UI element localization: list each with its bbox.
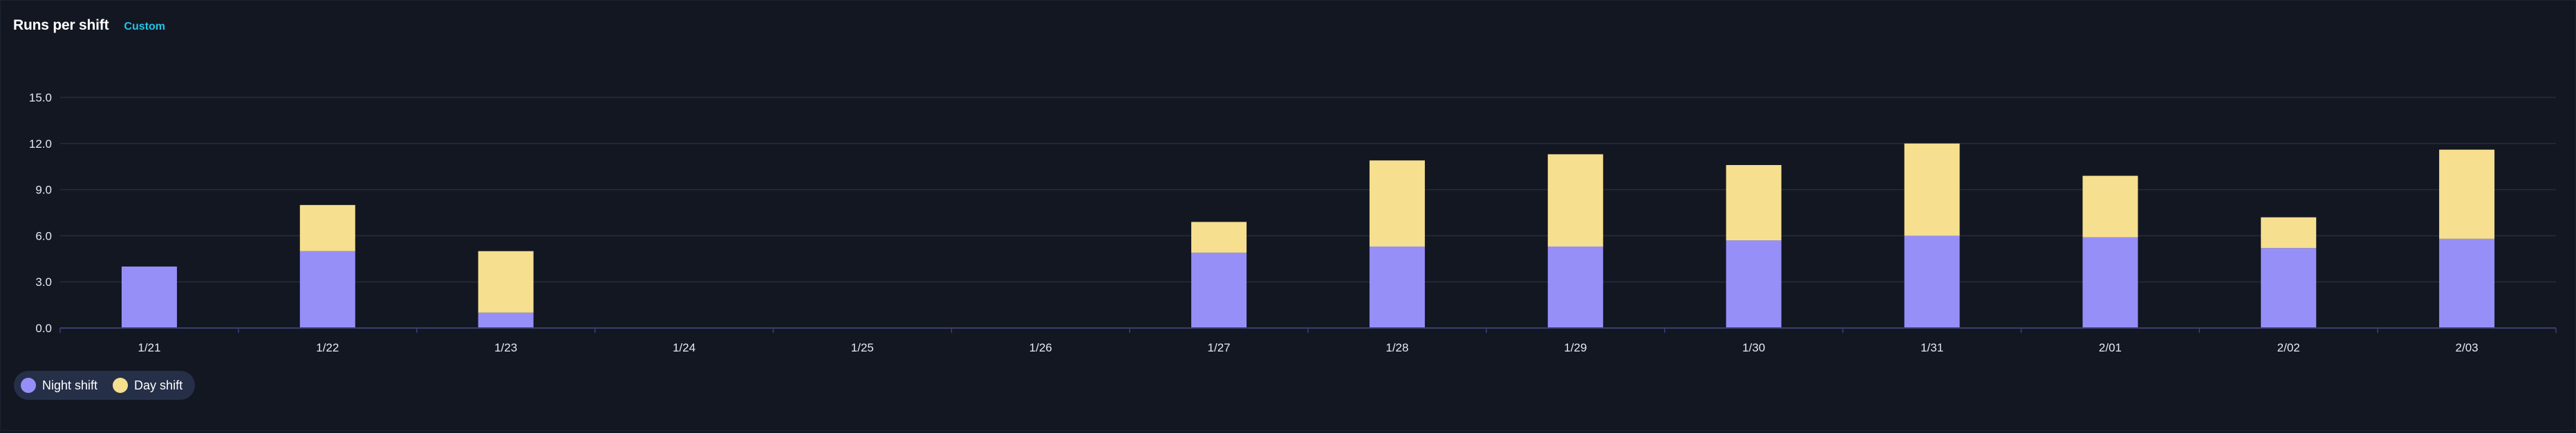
x-axis: [59, 327, 2557, 333]
y-tick-label: 0.0: [35, 322, 52, 335]
custom-badge[interactable]: Custom: [124, 21, 165, 32]
x-tick-label: 1/25: [851, 341, 874, 354]
bar-night-shift[interactable]: [2261, 248, 2317, 328]
legend-label-day-shift: Day shift: [134, 378, 183, 392]
y-tick-label: 15.0: [29, 91, 52, 104]
bar-night-shift[interactable]: [1726, 240, 1782, 328]
bar-day-shift[interactable]: [1726, 164, 1782, 241]
bar-day-shift[interactable]: [2261, 217, 2317, 249]
bar-night-shift[interactable]: [299, 251, 355, 328]
bar-day-shift[interactable]: [2439, 149, 2495, 239]
bar-day-shift[interactable]: [1904, 143, 1960, 236]
chart-title: Runs per shift: [13, 17, 109, 33]
chart-header: Runs per shift Custom: [13, 17, 165, 34]
bar-night-shift[interactable]: [1547, 246, 1603, 328]
x-tick-label: 1/31: [1921, 341, 1943, 354]
x-tick-label: 1/26: [1029, 341, 1052, 354]
x-tick-label: 1/27: [1208, 341, 1231, 354]
y-axis-labels: 0.0 3.0 6.0 9.0 12.0 15.0: [29, 91, 52, 335]
x-tick-label: 1/23: [494, 341, 517, 354]
bar-day-shift[interactable]: [1369, 160, 1425, 247]
runs-bar-chart: 0.03.06.09.012.015.0 1/21 1/22 1/23 1/24 1/2…: [29, 91, 2557, 354]
x-tick-label: 1/24: [673, 341, 696, 354]
x-axis-labels: 1/21 1/22 1/23 1/24 1/25 1/26 1/27 1/28 1/29 1/30…: [138, 341, 2478, 354]
x-tick-label: 2/02: [2277, 341, 2300, 354]
x-tick-label: 1/28: [1385, 341, 1408, 354]
bar-night-shift[interactable]: [121, 266, 177, 328]
grid-lines: [60, 97, 2556, 282]
bar-day-shift[interactable]: [299, 204, 355, 251]
legend: Night shift Day shift: [14, 371, 196, 400]
bar-night-shift[interactable]: [478, 312, 534, 328]
bar-day-shift[interactable]: [478, 251, 534, 313]
bar-night-shift[interactable]: [1191, 252, 1247, 328]
bars: [121, 143, 2495, 328]
bar-night-shift[interactable]: [1369, 246, 1425, 328]
night-shift-swatch-icon: [21, 378, 36, 393]
bar-day-shift[interactable]: [2082, 175, 2138, 238]
bar-day-shift[interactable]: [1191, 222, 1247, 253]
bar-night-shift[interactable]: [2439, 238, 2495, 328]
x-tick-label: 1/22: [316, 341, 339, 354]
legend-label-night-shift: Night shift: [42, 378, 98, 392]
legend-item-day-shift[interactable]: Day shift: [113, 378, 183, 393]
y-tick-label: 12.0: [29, 137, 52, 151]
y-tick-label: 3.0: [35, 276, 52, 289]
bar-night-shift[interactable]: [2082, 237, 2138, 328]
legend-item-night-shift[interactable]: Night shift: [21, 378, 97, 393]
y-tick-label: 9.0: [35, 184, 52, 197]
x-tick-label: 2/01: [2099, 341, 2122, 354]
bar-day-shift[interactable]: [1547, 154, 1603, 247]
y-tick-label: 6.0: [35, 229, 52, 242]
x-tick-label: 1/29: [1564, 341, 1587, 354]
x-tick-label: 1/30: [1742, 341, 1765, 354]
x-tick-label: 1/21: [138, 341, 160, 354]
x-tick-label: 2/03: [2456, 341, 2479, 354]
bar-night-shift[interactable]: [1904, 235, 1960, 328]
day-shift-swatch-icon: [113, 378, 129, 393]
